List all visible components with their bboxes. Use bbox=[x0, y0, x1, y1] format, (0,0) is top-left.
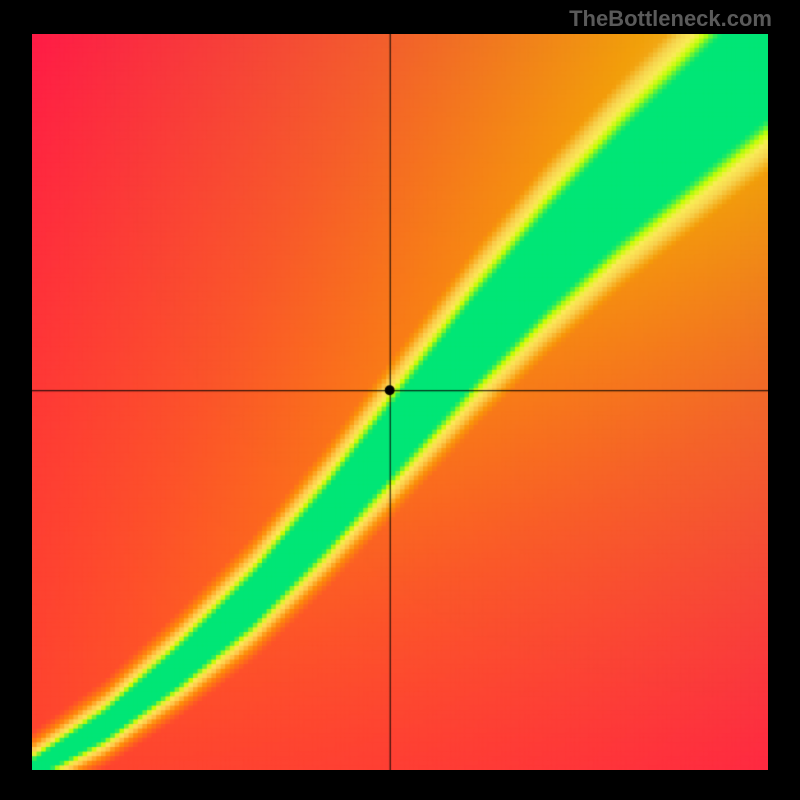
heatmap-plot bbox=[32, 34, 768, 770]
attribution-label: TheBottleneck.com bbox=[569, 6, 772, 32]
heatmap-canvas bbox=[32, 34, 768, 770]
chart-frame: TheBottleneck.com bbox=[0, 0, 800, 800]
